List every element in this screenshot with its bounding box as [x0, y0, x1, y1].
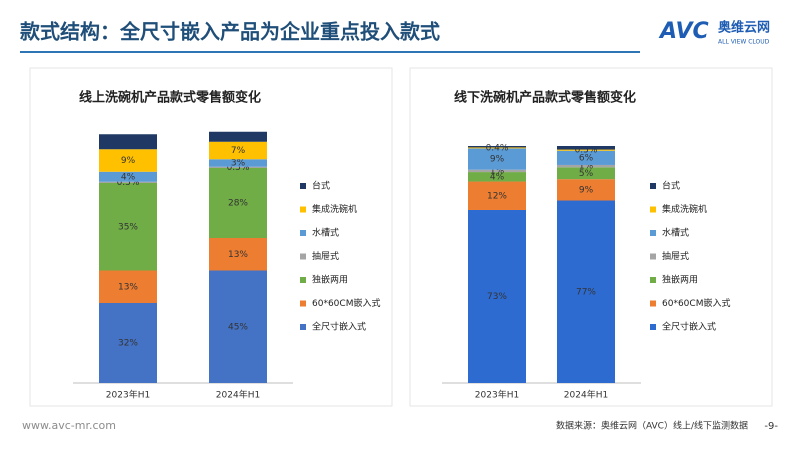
x-tick-label: 2023年H1 [475, 389, 519, 401]
bar-segment [468, 172, 526, 182]
legend-label: 60*60CM嵌入式 [312, 297, 380, 309]
bar-segment [99, 134, 157, 150]
chart-frame [29, 67, 393, 407]
source-note: 数据来源：奥维云网（AVC）线上/线下监测数据 [556, 420, 748, 432]
value-label: 73% [487, 292, 507, 302]
slide-title: 款式结构：全尺寸嵌入产品为企业重点投入款式 [20, 20, 440, 44]
value-label: 0.5% [227, 163, 250, 173]
bar-segment [557, 150, 615, 165]
value-label: 3% [231, 159, 246, 169]
legend-label: 台式 [312, 180, 330, 192]
legend-swatch [300, 253, 306, 260]
website: www.avc-mr.com [22, 419, 116, 432]
logo: AVC [658, 19, 709, 44]
value-label: 9% [490, 155, 505, 165]
value-label: 6% [579, 153, 594, 163]
legend-swatch [300, 300, 306, 307]
legend-label: 水槽式 [312, 227, 339, 239]
value-label: 4% [121, 172, 136, 182]
logo-name: 奥维云网 [718, 20, 770, 36]
value-label: 0.4% [486, 143, 509, 153]
value-label: 5% [579, 169, 594, 179]
x-tick-label: 2024年H1 [564, 389, 608, 401]
value-label: 9% [579, 185, 594, 195]
chart-title: 线上洗碗机产品款式零售额变化 [79, 90, 261, 106]
legend-label: 全尺寸嵌入式 [662, 321, 716, 333]
legend-swatch [650, 206, 656, 213]
logo-sub: ALL VIEW CLOUD [718, 39, 770, 46]
value-label: 35% [118, 222, 138, 232]
bar-segment [209, 270, 267, 383]
bar-segment [557, 164, 615, 168]
bar-segment [468, 209, 526, 383]
bar-segment [557, 146, 615, 150]
bar-segment [557, 179, 615, 201]
page-number: -9- [764, 421, 778, 432]
value-label: 28% [228, 199, 248, 209]
chart-frame [409, 67, 773, 407]
bar-segment [99, 171, 157, 182]
bar-segment [468, 146, 526, 148]
bar-segment [209, 238, 267, 271]
value-label: 12% [487, 191, 507, 201]
legend-label: 集成洗碗机 [662, 203, 707, 215]
bar-segment [468, 169, 526, 173]
bar-segment [557, 167, 615, 180]
legend-label: 抽屉式 [662, 250, 689, 262]
value-label: 13% [228, 250, 248, 260]
legend-swatch [300, 183, 306, 189]
legend-label: 全尺寸嵌入式 [312, 321, 366, 333]
x-tick-label: 2024年H1 [216, 389, 260, 401]
bar-segment [468, 181, 526, 210]
bar-segment [99, 149, 157, 172]
legend-swatch [650, 300, 656, 307]
legend-label: 台式 [662, 180, 680, 192]
legend-label: 水槽式 [662, 227, 689, 239]
bar-segment [99, 181, 157, 183]
value-label: 7% [231, 146, 246, 156]
bar-segment [468, 148, 526, 170]
bar-segment [99, 303, 157, 383]
legend-label: 抽屉式 [312, 250, 339, 262]
legend-swatch [300, 277, 306, 283]
bar-segment [209, 131, 267, 142]
value-label: 1% [579, 162, 594, 172]
legend-swatch [650, 277, 656, 283]
value-label: 32% [118, 339, 138, 349]
legend-swatch [650, 230, 656, 236]
legend-swatch [650, 324, 656, 330]
legend-swatch [300, 230, 306, 236]
value-label: 13% [118, 282, 138, 292]
bar-segment [99, 270, 157, 303]
bar-segment [557, 149, 615, 151]
legend-swatch [650, 183, 656, 189]
value-label: 0.5% [575, 146, 598, 156]
legend-swatch [300, 324, 306, 330]
bar-segment [209, 166, 267, 168]
bar-segment [209, 159, 267, 167]
legend-label: 独嵌两用 [312, 274, 348, 286]
bar-segment [99, 183, 157, 271]
value-label: 9% [121, 156, 136, 166]
x-tick-label: 2023年H1 [106, 389, 150, 401]
value-label: 77% [576, 287, 596, 297]
chart-title: 线下洗碗机产品款式零售额变化 [454, 90, 636, 106]
value-label: 4% [490, 172, 505, 182]
bar-segment [209, 168, 267, 238]
legend-label: 集成洗碗机 [312, 203, 357, 215]
legend-label: 独嵌两用 [662, 274, 698, 286]
legend-label: 60*60CM嵌入式 [662, 297, 730, 309]
value-label: 45% [228, 322, 248, 332]
bar-segment [468, 147, 526, 149]
legend-swatch [300, 206, 306, 213]
legend-swatch [650, 253, 656, 260]
value-label: 0.5% [117, 178, 140, 188]
value-label: 1% [490, 166, 505, 176]
bar-segment [557, 200, 615, 383]
bar-segment [209, 141, 267, 160]
